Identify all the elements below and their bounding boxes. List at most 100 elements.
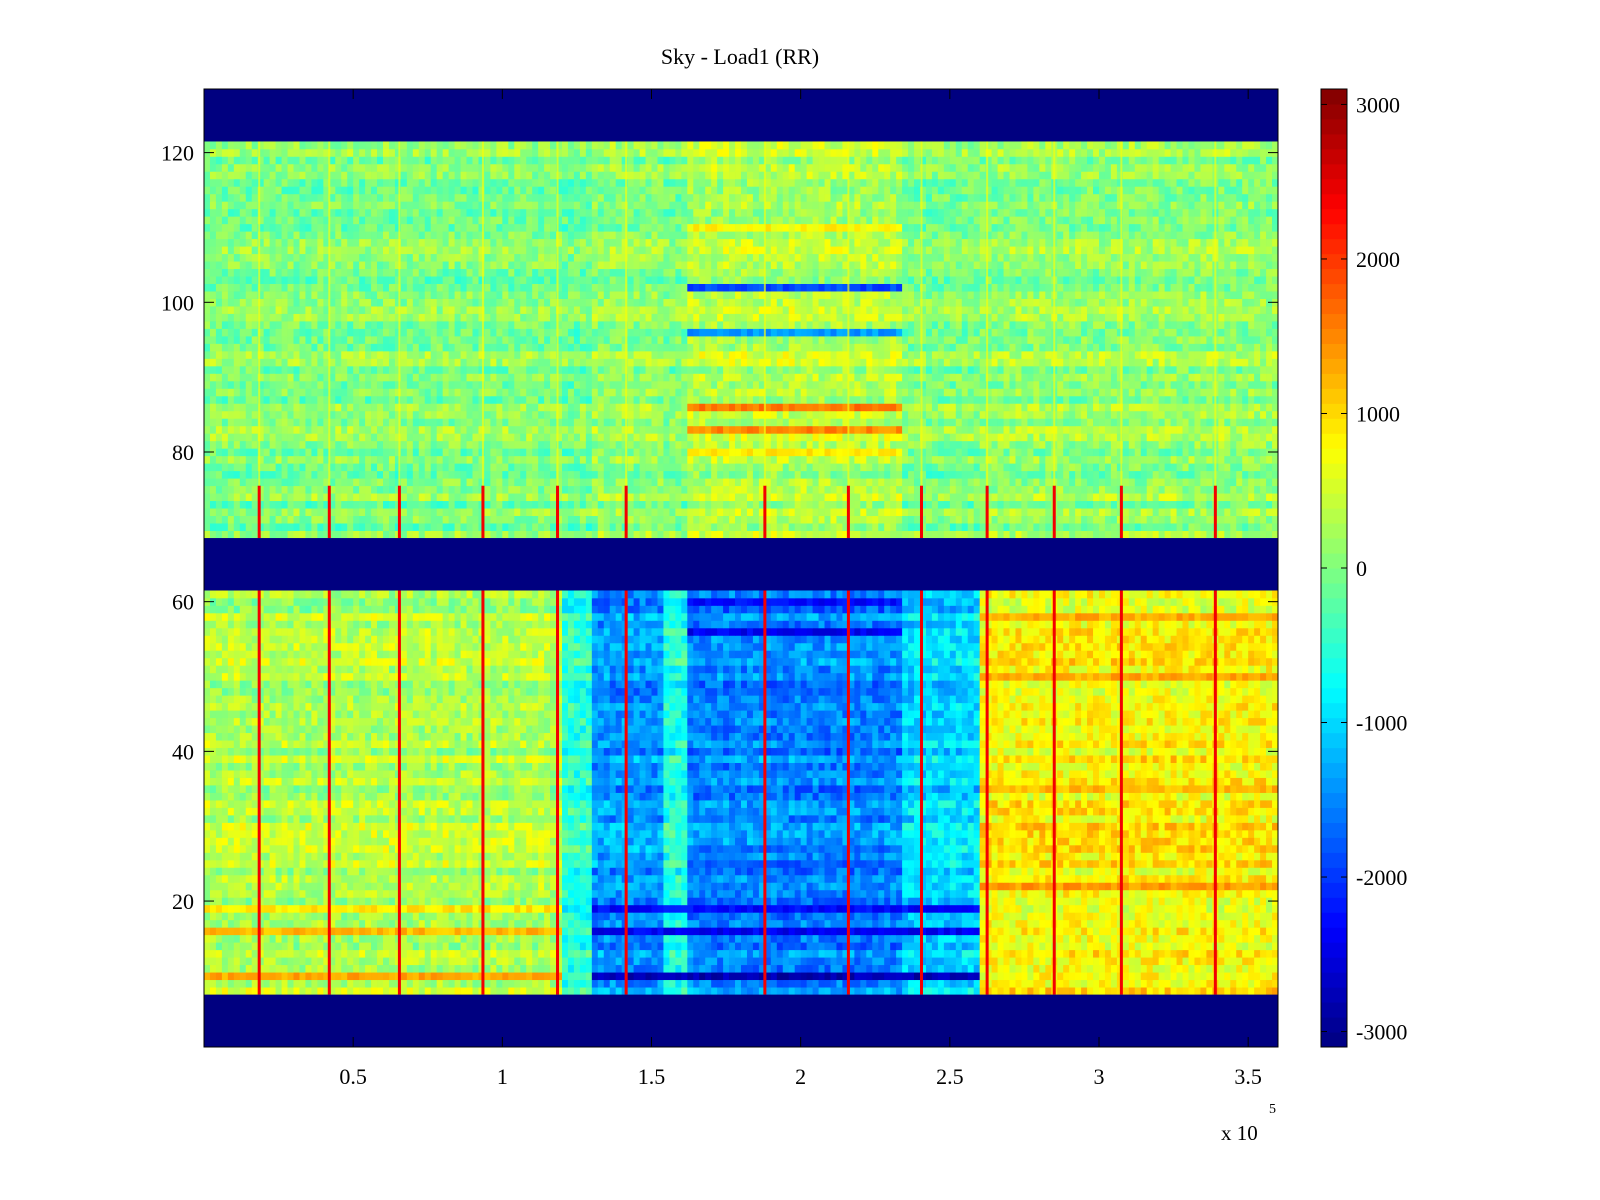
heatmap-cell — [890, 800, 896, 808]
heatmap-cell — [1141, 980, 1147, 988]
heatmap-cell — [831, 793, 837, 801]
heatmap-cell — [807, 830, 813, 838]
heatmap-cell — [854, 972, 860, 980]
heatmap-cell — [604, 822, 610, 830]
heatmap-cell — [1236, 815, 1242, 823]
heatmap-cell — [1206, 980, 1212, 988]
heatmap-cell — [562, 837, 568, 845]
heatmap-cell — [777, 785, 783, 793]
heatmap-cell — [1147, 965, 1153, 973]
heatmap-cell — [1218, 882, 1224, 890]
heatmap-cell — [699, 927, 705, 935]
heatmap-cell — [687, 837, 693, 845]
heatmap-cell — [687, 935, 693, 943]
heatmap-cell — [819, 950, 825, 958]
heatmap-cell — [1033, 822, 1039, 830]
heatmap-cell — [783, 920, 789, 928]
heatmap-cell — [1236, 935, 1242, 943]
chart-title: Sky - Load1 (RR) — [661, 44, 819, 69]
heatmap-cell — [926, 897, 932, 905]
heatmap-cell — [1165, 942, 1171, 950]
heatmap-cell — [228, 965, 234, 973]
heatmap-cell — [425, 882, 431, 890]
heatmap-cell — [717, 935, 723, 943]
heatmap-cell — [437, 815, 443, 823]
heatmap-cell — [831, 815, 837, 823]
heatmap-cell — [741, 890, 747, 898]
heatmap-cell — [801, 890, 807, 898]
heatmap-cell — [401, 957, 407, 965]
heatmap-cell — [795, 890, 801, 898]
heatmap-cell — [980, 875, 986, 883]
heatmap-cell — [1111, 808, 1117, 816]
heatmap-cell — [1189, 852, 1195, 860]
heatmap-cell — [1171, 860, 1177, 868]
heatmap-cell — [1057, 905, 1063, 913]
heatmap-cell — [1177, 905, 1183, 913]
heatmap-cell — [1159, 867, 1165, 875]
heatmap-cell — [1087, 920, 1093, 928]
heatmap-cell — [401, 815, 407, 823]
heatmap-cell — [711, 845, 717, 853]
heatmap-cell — [1075, 867, 1081, 875]
heatmap-cell — [1081, 897, 1087, 905]
heatmap-cell — [1224, 852, 1230, 860]
heatmap-cell — [753, 912, 759, 920]
heatmap-cell — [562, 935, 568, 943]
heatmap-cell — [926, 882, 932, 890]
heatmap-cell — [1093, 882, 1099, 890]
heatmap-cell — [944, 980, 950, 988]
heatmap-cell — [1200, 980, 1206, 988]
heatmap-cell — [276, 822, 282, 830]
heatmap-cell — [580, 942, 586, 950]
heatmap-cell — [1015, 957, 1021, 965]
heatmap-cell — [335, 830, 341, 838]
heatmap-cell — [1021, 942, 1027, 950]
heatmap-cell — [1165, 905, 1171, 913]
heatmap-cell — [1248, 957, 1254, 965]
heatmap-cell — [890, 830, 896, 838]
heatmap-cell — [950, 785, 956, 793]
heatmap-cell — [1171, 882, 1177, 890]
heatmap-cell — [246, 912, 252, 920]
heatmap-cell — [1087, 822, 1093, 830]
heatmap-cell — [711, 957, 717, 965]
heatmap-cell — [693, 980, 699, 988]
heatmap-cell — [401, 837, 407, 845]
heatmap-cell — [574, 920, 580, 928]
heatmap-cell — [711, 950, 717, 958]
heatmap-cell — [1272, 905, 1278, 913]
heatmap-cell — [1218, 987, 1224, 995]
heatmap-cell — [1075, 808, 1081, 816]
heatmap-cell — [216, 793, 222, 801]
heatmap-cell — [341, 920, 347, 928]
heatmap-cell — [484, 815, 490, 823]
heatmap-cell — [1248, 793, 1254, 801]
heatmap-cell — [908, 793, 914, 801]
heatmap-cell — [353, 957, 359, 965]
heatmap-cell — [950, 800, 956, 808]
heatmap-cell — [646, 965, 652, 973]
heatmap-cell — [502, 905, 508, 913]
heatmap-cell — [299, 785, 305, 793]
heatmap-cell — [210, 927, 216, 935]
heatmap-cell — [1004, 912, 1010, 920]
heatmap-cell — [311, 845, 317, 853]
heatmap-cell — [998, 987, 1004, 995]
heatmap-cell — [866, 965, 872, 973]
heatmap-cell — [455, 822, 461, 830]
heatmap-cell — [1027, 800, 1033, 808]
heatmap-cell — [598, 875, 604, 883]
heatmap-cell — [687, 912, 693, 920]
heatmap-cell — [902, 935, 908, 943]
heatmap-cell — [1159, 912, 1165, 920]
heatmap-cell — [359, 890, 365, 898]
heatmap-cell — [1248, 890, 1254, 898]
heatmap-cell — [1242, 867, 1248, 875]
heatmap-cell — [729, 927, 735, 935]
heatmap-cell — [305, 793, 311, 801]
heatmap-cell — [1183, 793, 1189, 801]
heatmap-cell — [914, 890, 920, 898]
heatmap-cell — [616, 800, 622, 808]
heatmap-cell — [305, 808, 311, 816]
